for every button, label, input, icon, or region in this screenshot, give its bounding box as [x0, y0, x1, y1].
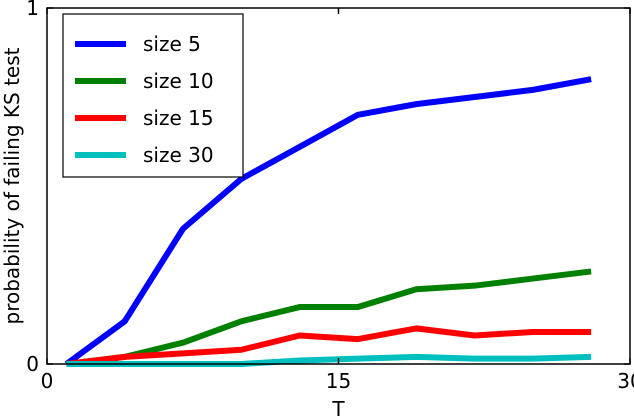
series-line-2 [66, 268, 592, 367]
y-axis-label: probability of failing KS test [0, 47, 24, 324]
y-tick-label: 1 [26, 0, 39, 20]
legend-label: size 10 [143, 69, 214, 93]
legend-label: size 5 [143, 32, 201, 56]
legend-label: size 15 [143, 106, 214, 130]
series-line-3 [66, 325, 592, 367]
legend-label: size 30 [143, 143, 214, 167]
series-line-1 [64, 76, 592, 367]
x-tick-label: 15 [326, 369, 351, 393]
y-tick-label: 0 [26, 352, 39, 376]
x-tick-label: 0 [41, 369, 54, 393]
x-tick-label: 30 [617, 369, 634, 393]
ticks-layer: 0 15 30 0 1 [26, 0, 634, 393]
legend: size 5 size 10 size 15 size 30 [62, 13, 244, 178]
x-axis-label: T [331, 397, 345, 420]
